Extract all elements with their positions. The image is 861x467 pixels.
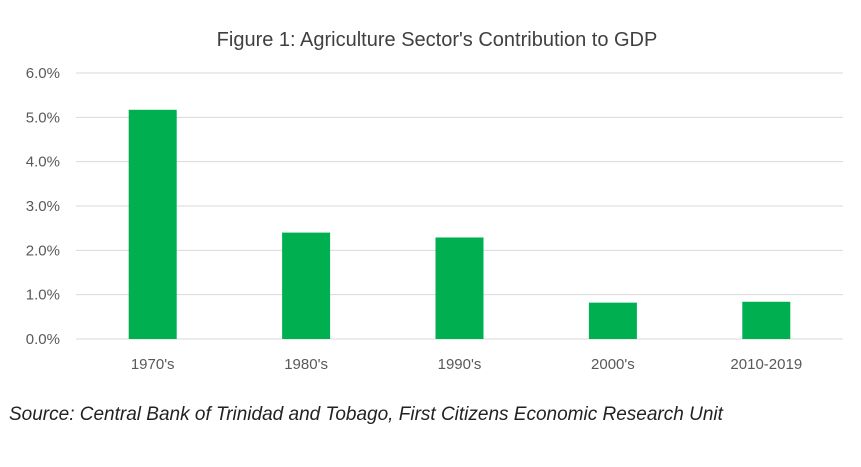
bar [282,232,331,339]
chart-title: Figure 1: Agriculture Sector's Contribut… [217,29,658,51]
y-tick-label: 4.0% [26,154,60,171]
y-tick-label: 3.0% [26,198,60,215]
y-tick-label: 5.0% [26,109,60,126]
x-tick-label: 1990's [438,356,482,373]
x-tick-label: 2000's [591,356,635,373]
chart-svg: Figure 1: Agriculture Sector's Contribut… [26,29,843,373]
x-tick-label: 1970's [131,356,175,373]
bar [588,302,637,339]
y-tick-label: 6.0% [26,65,60,82]
bar [435,237,484,339]
y-tick-label: 1.0% [26,287,60,304]
x-tick-label: 2010-2019 [730,356,802,373]
source-note: Source: Central Bank of Trinidad and Tob… [9,404,723,425]
x-tick-label: 1980's [284,356,328,373]
bar [128,109,177,340]
bar [742,301,791,339]
bars [128,109,791,340]
chart: Figure 1: Agriculture Sector's Contribut… [26,29,843,373]
x-axis-tick-labels: 1970's 1980's 1990's 2000's 2010-2019 [131,356,802,373]
y-axis-tick-labels: 0.0% 1.0% 2.0% 3.0% 4.0% 5.0% 6.0% [26,65,60,348]
y-tick-label: 2.0% [26,242,60,259]
y-tick-label: 0.0% [26,331,60,348]
